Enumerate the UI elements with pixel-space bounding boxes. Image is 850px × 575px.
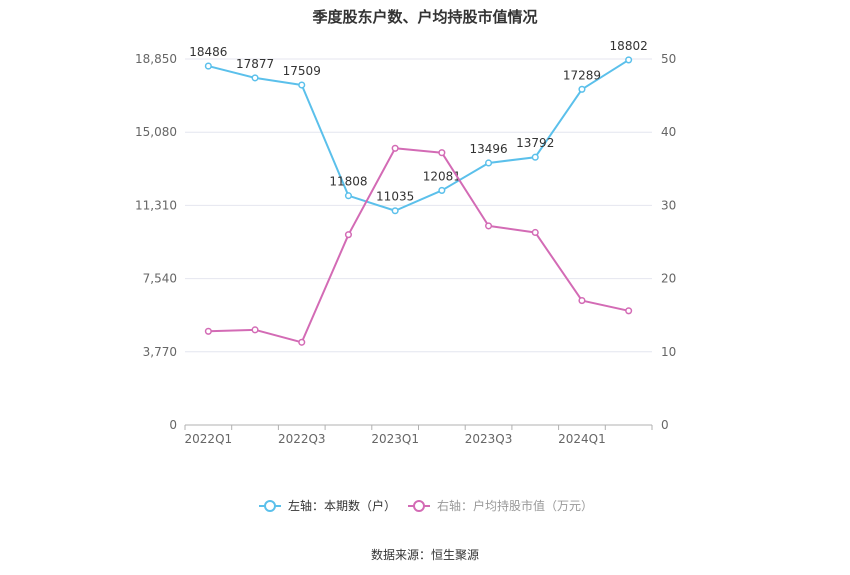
series-0-point bbox=[344, 192, 353, 200]
series-1-point bbox=[485, 222, 493, 230]
series-1-point bbox=[438, 149, 446, 157]
right-axis-tick-label: 50 bbox=[661, 52, 676, 66]
chart-title: 季度股东户数、户均持股市值情况 bbox=[312, 8, 538, 26]
series-line-1 bbox=[208, 147, 629, 344]
series-0-point bbox=[298, 81, 306, 89]
left-axis-tick-label: 11,310 bbox=[135, 198, 177, 212]
series-0-data-label: 13792 bbox=[516, 136, 554, 150]
left-axis-tick-label: 3,770 bbox=[143, 345, 177, 359]
x-axis-tick-label: 2023Q1 bbox=[371, 432, 419, 446]
series-0-data-label: 13496 bbox=[469, 142, 507, 156]
series-0-data-label: 17877 bbox=[236, 57, 274, 71]
series-0-point bbox=[391, 207, 399, 215]
series-1-point bbox=[391, 144, 399, 152]
right-axis-tick-label: 10 bbox=[661, 345, 676, 359]
series-0-data-label: 18486 bbox=[189, 45, 227, 59]
legend-swatch-marker bbox=[413, 500, 425, 512]
series-0-data-label: 12081 bbox=[423, 169, 461, 183]
source-note: 数据来源：恒生聚源 bbox=[370, 548, 479, 562]
left-axis-tick-label: 0 bbox=[169, 418, 177, 432]
left-axis-tick-label: 7,540 bbox=[143, 272, 177, 286]
series-1-point bbox=[344, 231, 353, 239]
right-axis-tick-label: 20 bbox=[661, 272, 676, 286]
x-axis-tick-label: 2022Q1 bbox=[185, 432, 233, 446]
legend-swatch-marker bbox=[264, 500, 276, 512]
series-0-point bbox=[204, 62, 212, 70]
series-0-data-label: 11808 bbox=[329, 175, 367, 189]
legend-label: 右轴：户均持股市值（万元） bbox=[437, 498, 593, 513]
x-axis-tick-label: 2024Q1 bbox=[558, 432, 606, 446]
series-0-point bbox=[251, 74, 259, 82]
series-0-point bbox=[531, 153, 539, 161]
legend-item-0[interactable]: 左轴：本期数（户） bbox=[259, 498, 396, 513]
series-line-0 bbox=[208, 59, 630, 212]
series-1-point bbox=[298, 338, 306, 346]
series-0-data-label: 17289 bbox=[563, 68, 601, 82]
legend[interactable]: 左轴：本期数（户） 右轴：户均持股市值（万元） bbox=[259, 498, 593, 513]
series-1-point bbox=[531, 228, 539, 237]
series-layer: 18486 17877 17509 11808 11035 12081 13496 13792… bbox=[189, 39, 648, 346]
right-axis-tick-label: 0 bbox=[661, 418, 669, 432]
x-axis-tick-label: 2023Q3 bbox=[465, 432, 513, 446]
left-axis-tick-label: 18,850 bbox=[135, 52, 177, 66]
series-0-data-label: 11035 bbox=[376, 190, 414, 204]
legend-label: 左轴：本期数（户） bbox=[288, 498, 396, 513]
series-1-point bbox=[625, 307, 633, 315]
series-0-data-label: 18802 bbox=[610, 39, 648, 53]
axis-layer: 0 0 3,770 10 7,540 20 11,310 30 15,080 40 18,850 50… bbox=[135, 52, 676, 446]
series-0-point bbox=[438, 186, 446, 194]
series-0-point bbox=[485, 159, 493, 167]
series-0-point bbox=[578, 85, 586, 93]
right-axis-tick-label: 40 bbox=[661, 125, 676, 139]
series-0-point bbox=[625, 56, 633, 64]
left-axis-tick-label: 15,080 bbox=[135, 125, 177, 139]
grid-layer bbox=[185, 58, 652, 426]
right-axis-tick-label: 30 bbox=[661, 198, 676, 212]
series-0-data-label: 17509 bbox=[283, 64, 321, 78]
legend-item-1[interactable]: 右轴：户均持股市值（万元） bbox=[408, 498, 593, 513]
series-1-point bbox=[578, 297, 586, 305]
series-1-point bbox=[204, 327, 212, 335]
x-axis-tick-label: 2022Q3 bbox=[278, 432, 326, 446]
series-1-point bbox=[251, 326, 259, 334]
